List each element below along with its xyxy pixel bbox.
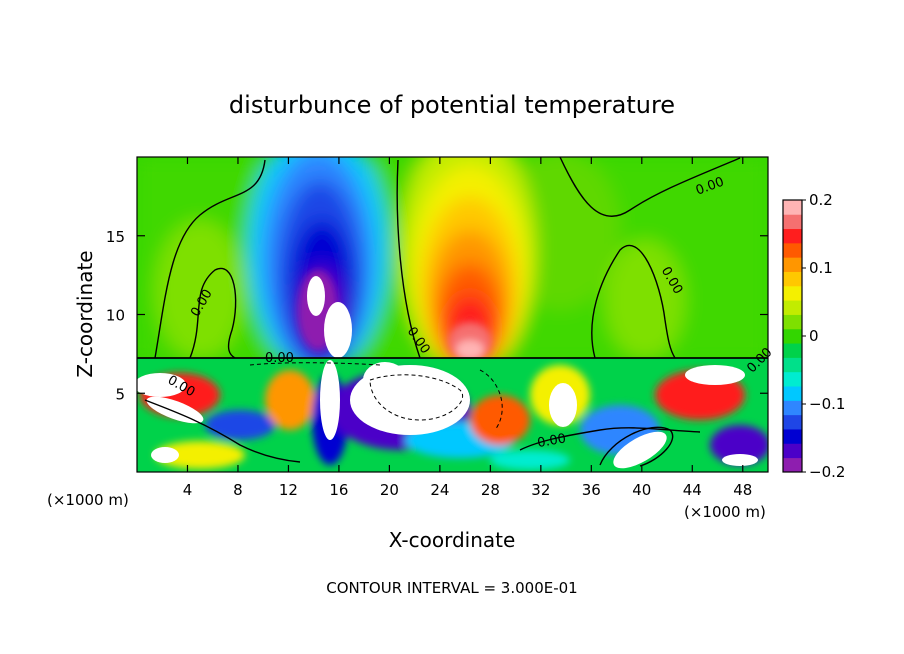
y-tick-label: 15 [106,228,125,246]
colorbar-swatch [783,443,802,459]
colorbar-swatch [783,457,802,473]
colorbar-tick-label: 0 [809,327,819,345]
colorbar-tick-label: 0.1 [809,259,833,277]
x-tick-label: 4 [183,481,193,499]
colorbar-swatch [783,429,802,444]
contour-lines [137,157,768,467]
colorbar-swatch [783,200,802,215]
plot-area [137,157,768,472]
x-unit-right: (×1000 m) [684,503,766,521]
colorbar: 0.2 0.1 0 −0.1 −0.2 [782,191,845,481]
y-tick-label: 10 [106,307,125,325]
colorbar-tick-label: −0.1 [809,395,845,413]
contour-interval-note: CONTOUR INTERVAL = 3.000E-01 [326,579,577,597]
y-axis: 5 10 15 [106,228,768,403]
x-tick-label: 40 [632,481,651,499]
colorbar-swatch [783,300,802,315]
x-tick-label: 8 [233,481,243,499]
colorbar-swatch [783,400,802,416]
chart-title: disturbunce of potential temperature [229,91,675,119]
x-tick-label: 16 [329,481,348,499]
x-tick-label: 44 [683,481,702,499]
x-tick-label: 32 [531,481,550,499]
colorbar-swatch [783,343,802,358]
x-unit-left: (×1000 m) [47,491,129,509]
x-tick-label: 36 [582,481,601,499]
x-tick-label: 24 [430,481,449,499]
colorbar-swatch [783,371,802,387]
colorbar-swatch [783,285,802,301]
colorbar-swatch [783,214,802,230]
colorbar-swatch [783,386,802,401]
colorbar-swatch [783,257,802,272]
colorbar-swatch [783,328,802,344]
x-axis-label: X-coordinate [389,528,516,552]
contour-label: 0.00 [265,351,294,366]
colorbar-swatch [783,228,802,244]
colorbar-swatch [783,271,802,287]
y-axis-label: Z-coordinate [73,250,97,377]
x-tick-label: 28 [481,481,500,499]
x-tick-label: 48 [733,481,752,499]
x-tick-label: 12 [279,481,298,499]
colorbar-tick-label: 0.2 [809,191,833,209]
x-axis: 4 8 12 16 20 24 28 32 36 40 44 48 [183,157,752,499]
colorbar-swatch [783,357,802,373]
colorbar-tick-label: −0.2 [809,463,845,481]
x-tick-label: 20 [380,481,399,499]
y-tick-label: 5 [115,385,125,403]
colorbar-swatch [783,414,802,430]
colorbar-swatch [783,242,802,258]
colorbar-swatch [783,314,802,330]
lower-field [137,358,768,472]
contour-label: 0.00 [536,431,567,451]
